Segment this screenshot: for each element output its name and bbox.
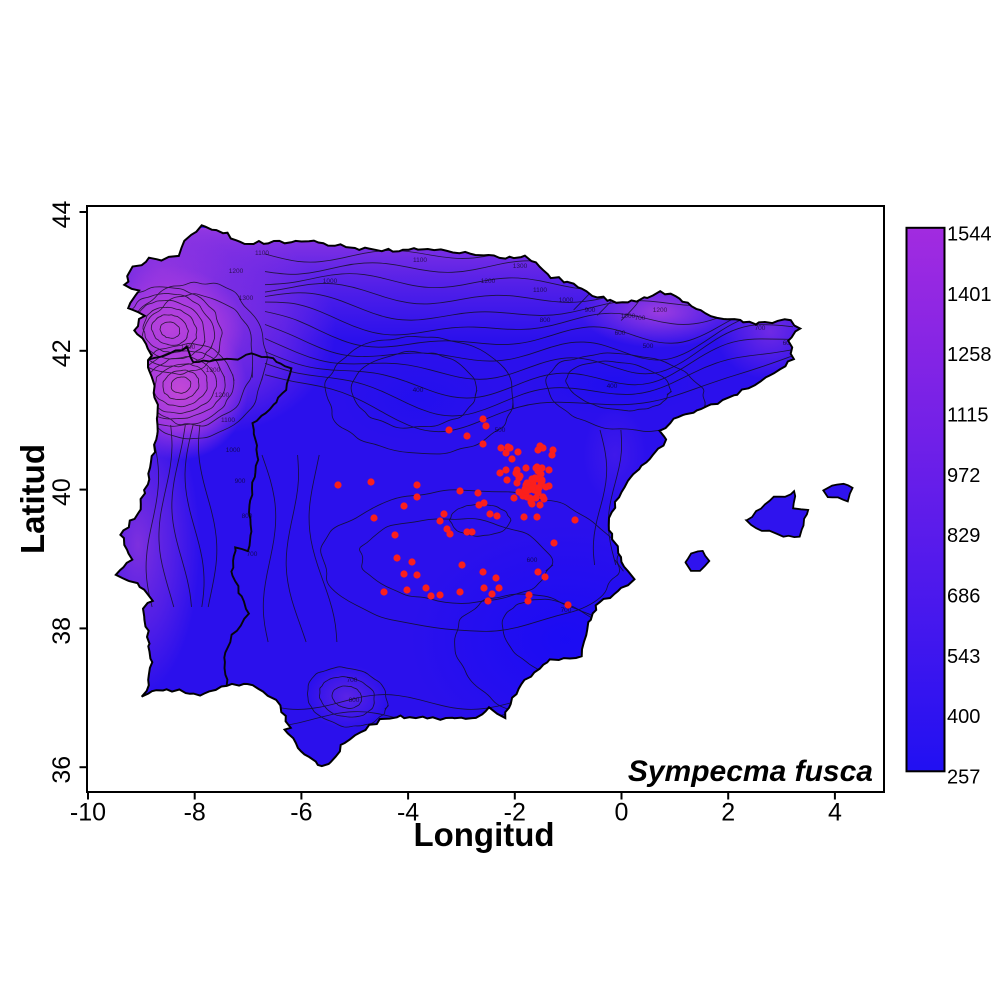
svg-text:500: 500 (643, 343, 654, 350)
svg-text:-8: -8 (184, 799, 206, 827)
svg-text:40: 40 (48, 478, 76, 506)
svg-text:4: 4 (828, 799, 842, 827)
svg-text:1544: 1544 (947, 224, 992, 246)
svg-text:1200: 1200 (653, 307, 668, 314)
svg-text:800: 800 (242, 513, 253, 520)
svg-text:-6: -6 (290, 799, 312, 827)
svg-text:400: 400 (947, 706, 980, 728)
svg-text:500: 500 (495, 427, 506, 434)
svg-text:700: 700 (347, 677, 358, 684)
svg-text:1000: 1000 (559, 297, 574, 304)
svg-text:972: 972 (947, 465, 980, 487)
svg-text:36: 36 (48, 756, 76, 784)
svg-text:38: 38 (48, 617, 76, 645)
svg-text:1200: 1200 (229, 268, 244, 275)
svg-text:1200: 1200 (215, 392, 230, 399)
svg-text:800: 800 (349, 697, 360, 704)
svg-text:-10: -10 (70, 799, 106, 827)
svg-text:Sympecma fusca: Sympecma fusca (628, 755, 873, 788)
svg-text:1258: 1258 (947, 344, 992, 366)
svg-text:1100: 1100 (413, 257, 427, 264)
svg-text:257: 257 (947, 767, 980, 789)
svg-text:1300: 1300 (513, 263, 528, 270)
svg-text:42: 42 (48, 339, 76, 367)
svg-text:-4: -4 (397, 799, 419, 827)
svg-text:900: 900 (235, 478, 246, 485)
svg-text:400: 400 (413, 387, 424, 394)
svg-text:1000: 1000 (226, 447, 241, 454)
svg-text:1000: 1000 (621, 313, 636, 320)
svg-text:1100: 1100 (221, 417, 235, 424)
svg-text:700: 700 (635, 315, 646, 322)
svg-text:400: 400 (607, 383, 618, 390)
svg-text:600: 600 (615, 330, 626, 337)
svg-text:686: 686 (947, 586, 980, 608)
svg-text:600: 600 (527, 557, 538, 564)
svg-text:1115: 1115 (947, 405, 989, 427)
svg-text:1200: 1200 (481, 278, 496, 285)
svg-text:44: 44 (48, 201, 76, 229)
svg-text:Latitud: Latitud (14, 444, 51, 554)
svg-text:1300: 1300 (239, 295, 254, 302)
svg-text:600: 600 (783, 340, 794, 347)
svg-text:829: 829 (947, 525, 980, 547)
svg-text:1100: 1100 (255, 250, 269, 257)
svg-text:800: 800 (540, 317, 551, 324)
svg-text:900: 900 (585, 307, 596, 314)
svg-text:1000: 1000 (323, 278, 338, 285)
svg-text:Longitud: Longitud (413, 816, 554, 853)
svg-text:1300: 1300 (206, 367, 221, 374)
svg-text:1401: 1401 (947, 284, 992, 306)
svg-text:700: 700 (561, 607, 572, 614)
svg-text:543: 543 (947, 646, 980, 668)
svg-text:700: 700 (755, 325, 766, 332)
svg-text:700: 700 (247, 551, 258, 558)
svg-text:-2: -2 (504, 799, 526, 827)
svg-text:2: 2 (721, 799, 735, 827)
svg-text:0: 0 (615, 799, 629, 827)
svg-text:1100: 1100 (533, 287, 547, 294)
